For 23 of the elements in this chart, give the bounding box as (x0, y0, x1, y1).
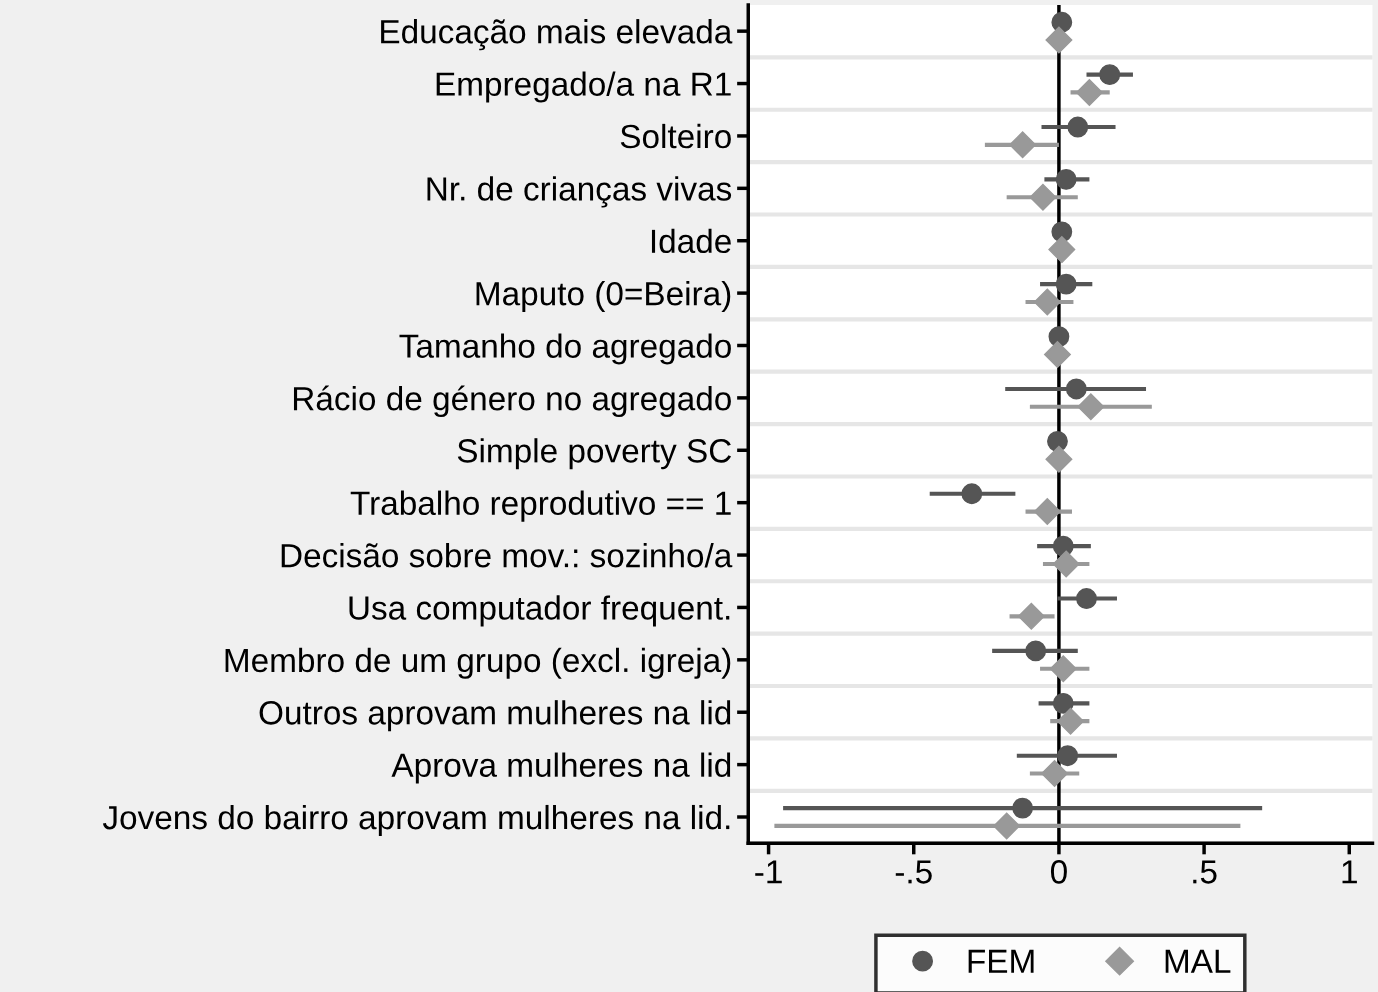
legend-label: MAL (1165, 949, 1231, 973)
y-tick-label: Usa computador frequent. (349, 595, 730, 627)
y-tick-label: Simple poverty SC (457, 438, 732, 470)
y-tick-label: Rácio de género no agregado (293, 385, 731, 418)
y-tick-label: Idade (651, 228, 731, 254)
y-tick-label: Tamanho do agregado (399, 333, 731, 365)
y-tick-label: Maputo (0=Beira) (476, 281, 731, 313)
y-tick-label: Solteiro (620, 123, 731, 149)
y-tick-label: Aprova mulheres na lid (391, 752, 731, 784)
y-tick-label: Decisão sobre mov.: sozinho/a (281, 542, 733, 568)
y-tick-label: Membro de um grupo (excl. igreja) (225, 647, 731, 679)
x-tick-label: 1 (1342, 860, 1357, 884)
y-tick-label: Empregado/a na R1 (436, 71, 731, 103)
y-tick-label: Nr. de crianças vivas (427, 176, 732, 208)
x-tick-label: .5 (1193, 860, 1217, 884)
y-tick-label: Trabalho reprodutivo == 1 (350, 490, 731, 522)
x-tick-label: 0 (1050, 860, 1067, 884)
legend-label: FEM (968, 949, 1034, 973)
y-tick-label: Educação mais elevada (381, 19, 733, 51)
y-tick-label: Jovens do bairro aprovam mulheres na lid. (102, 804, 730, 836)
y-tick-label: Outros aprovam mulheres na lid (259, 700, 731, 732)
x-tick-label: -.5 (895, 860, 932, 884)
x-tick-label: -1 (755, 860, 782, 884)
